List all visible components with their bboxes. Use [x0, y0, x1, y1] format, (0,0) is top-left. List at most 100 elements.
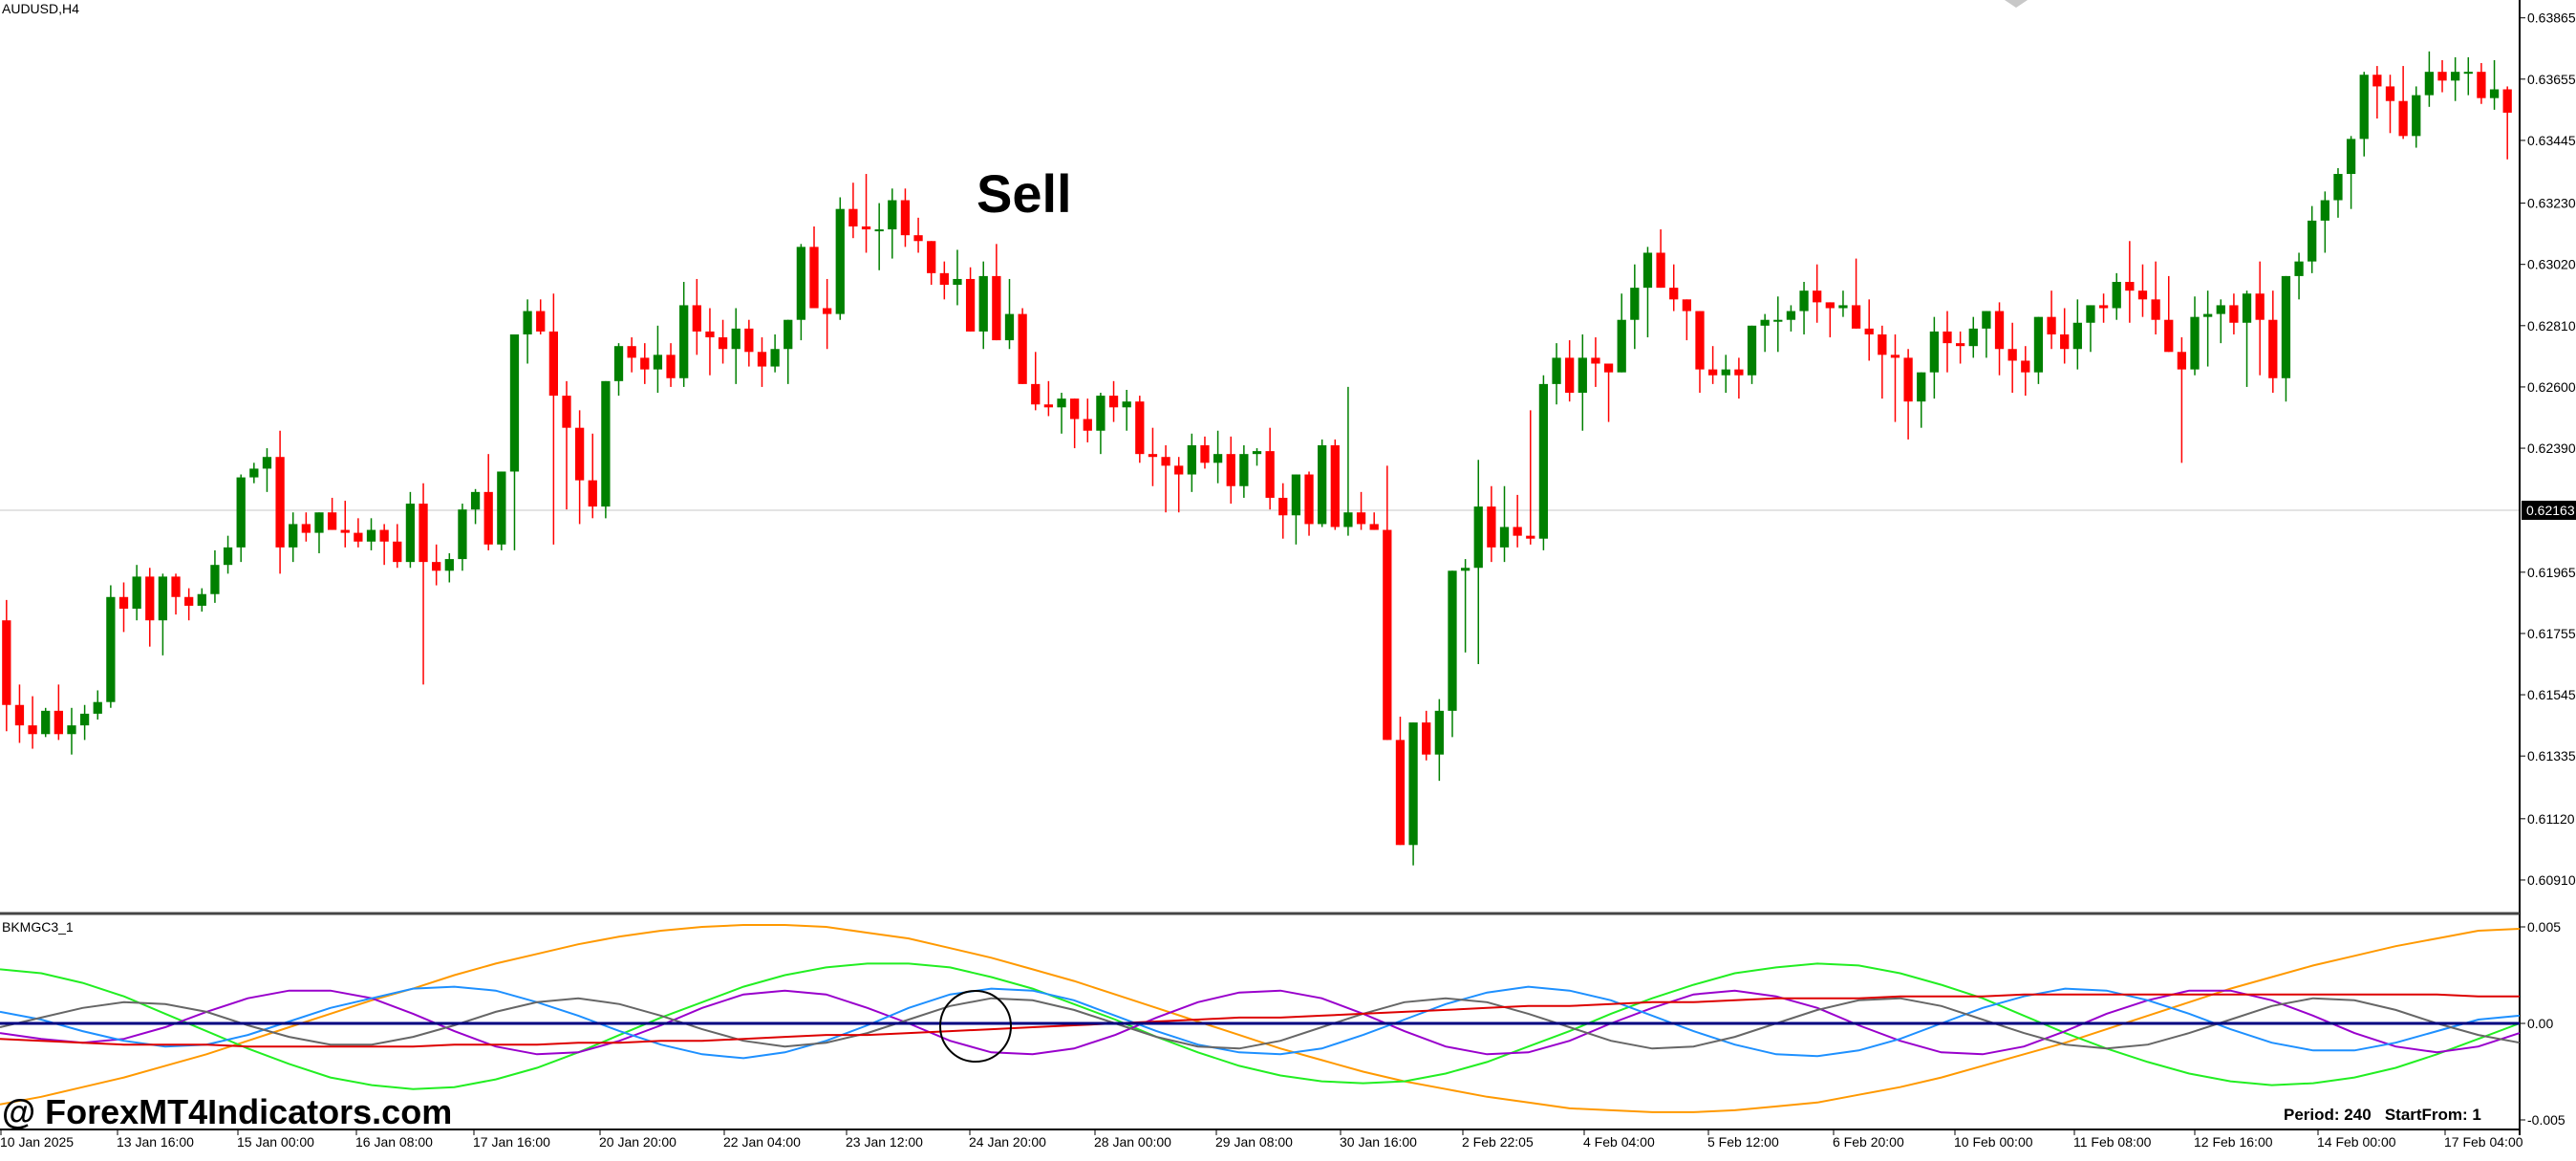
candle-body — [405, 504, 416, 563]
candle-body — [1513, 527, 1522, 536]
candle-body — [2137, 290, 2148, 300]
candle-body — [1603, 363, 1614, 373]
candle-body — [158, 576, 168, 621]
candle-body — [731, 328, 741, 350]
indicator-series-line — [0, 962, 2521, 1090]
price-tick-label: 0.61335 — [2527, 748, 2576, 763]
candle-body — [1318, 445, 1327, 525]
time-axis-ticks: 10 Jan 2025 13 Jan 16:00 15 Jan 00:00 16 Ja… — [0, 1129, 2523, 1150]
candles-group — [2, 51, 2512, 866]
candle-body — [1682, 299, 1691, 312]
candle-body — [1434, 710, 1444, 755]
candle-body — [2451, 72, 2460, 81]
chart-shift-marker-icon[interactable] — [2005, 0, 2028, 8]
candle-body — [927, 241, 936, 273]
candle-body — [2268, 319, 2278, 378]
candle-body — [2242, 293, 2252, 323]
candle-body — [2098, 305, 2109, 309]
candle-body — [548, 331, 559, 397]
candle-body — [262, 457, 272, 469]
candle-body — [1226, 454, 1235, 486]
candle-body — [1917, 372, 1926, 402]
candle-body — [848, 208, 858, 226]
candle-body — [2255, 293, 2265, 320]
candle-body — [1148, 454, 1158, 458]
candle-body — [1903, 357, 1913, 402]
candle-body — [2398, 100, 2408, 137]
candle-body — [132, 576, 141, 609]
main-pane[interactable]: AUDUSD,H4 Sell — [0, 0, 2520, 866]
candle-body — [1669, 288, 1679, 300]
candle-body — [588, 480, 597, 507]
candle-body — [1265, 451, 1275, 498]
candle-body — [1291, 474, 1301, 516]
candle-body — [1565, 357, 1575, 394]
candle-body — [118, 596, 129, 609]
candle-body — [2359, 75, 2369, 140]
candle-body — [835, 208, 845, 314]
candle-body — [354, 532, 363, 542]
indicator-axis-ticks: 0.005 0.00 -0.005 — [2520, 919, 2565, 1128]
candle-body — [1799, 290, 1809, 312]
time-tick-label: 17 Feb 04:00 — [2444, 1134, 2523, 1150]
candle-body — [210, 565, 220, 594]
candle-body — [757, 352, 767, 367]
time-tick-label: 2 Feb 22:05 — [1462, 1134, 1534, 1150]
candle-body — [1994, 311, 2005, 350]
candle-body — [965, 278, 976, 332]
indicator-label: BKMGC3_1 — [2, 919, 74, 935]
candle-body — [275, 457, 285, 548]
candle-body — [874, 229, 884, 232]
candle-body — [2424, 72, 2435, 96]
time-tick-label: 28 Jan 00:00 — [1094, 1134, 1171, 1150]
candle-body — [1955, 343, 1965, 347]
candle-body — [2412, 95, 2421, 137]
candle-body — [314, 512, 324, 533]
candle-body — [1695, 311, 1705, 370]
candle-body — [1278, 497, 1288, 516]
time-tick-label: 16 Jan 08:00 — [355, 1134, 433, 1150]
candle-body — [1591, 357, 1600, 364]
time-tick-label: 10 Feb 00:00 — [1954, 1134, 2033, 1150]
candle-body — [1108, 396, 1119, 408]
candle-body — [2308, 220, 2317, 262]
candle-body — [14, 704, 25, 726]
time-tick-label: 22 Jan 04:00 — [723, 1134, 801, 1150]
candle-body — [393, 541, 402, 563]
price-tick-label: 0.63230 — [2527, 196, 2576, 211]
candle-body — [627, 346, 636, 358]
sell-annotation: Sell — [977, 163, 1072, 224]
candle-body — [419, 504, 428, 563]
price-tick-label: 0.61965 — [2527, 565, 2576, 580]
time-tick-label: 5 Feb 12:00 — [1707, 1134, 1779, 1150]
candle-body — [1864, 328, 1874, 334]
price-tick-label: 0.62600 — [2527, 379, 2576, 395]
candle-body — [1878, 333, 1887, 355]
candle-body — [2151, 299, 2160, 320]
time-tick-label: 15 Jan 00:00 — [237, 1134, 314, 1150]
candle-body — [2177, 352, 2187, 370]
candle-body — [2047, 316, 2056, 334]
candle-body — [1813, 290, 1822, 303]
candle-body — [679, 305, 689, 378]
candle-body — [1838, 305, 1848, 309]
indicator-tick-label: 0.00 — [2527, 1016, 2553, 1031]
price-tick-label: 0.61545 — [2527, 687, 2576, 702]
candle-body — [1578, 357, 1587, 394]
candle-body — [1929, 331, 1940, 373]
indicator-pane[interactable]: BKMGC3_1 Period: 240 StartFrom: 1 0.0050… — [0, 919, 2565, 1128]
time-tick-label: 30 Jan 16:00 — [1340, 1134, 1417, 1150]
indicator-series-line — [0, 993, 2520, 1048]
candle-body — [523, 311, 532, 334]
candle-body — [1057, 398, 1066, 408]
time-tick-label: 6 Feb 20:00 — [1833, 1134, 1904, 1150]
price-tick-label: 0.63445 — [2527, 133, 2576, 148]
indicator-series-line — [0, 989, 2521, 1056]
candle-body — [2021, 360, 2030, 373]
candle-body — [888, 200, 897, 230]
candle-body — [289, 524, 298, 548]
candle-body — [28, 725, 37, 735]
candle-body — [1043, 404, 1054, 408]
candle-body — [953, 278, 962, 286]
